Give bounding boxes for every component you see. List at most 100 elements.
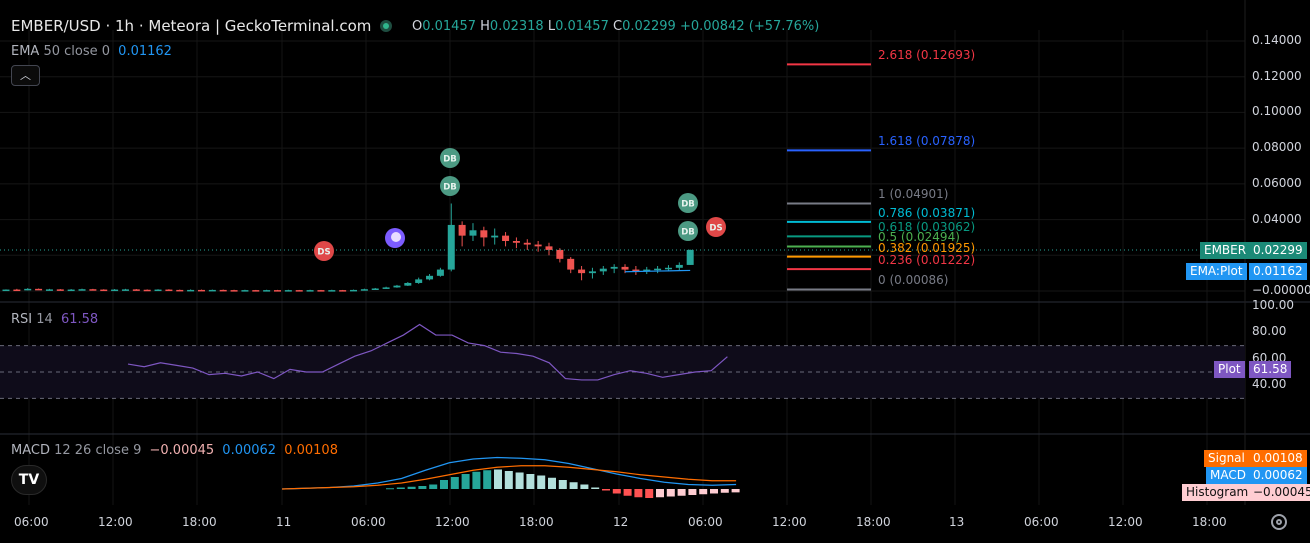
signal-tag-value: 0.00108 [1249,450,1307,467]
candle-body [197,289,205,292]
rsi-value: 61.58 [60,312,99,327]
macd-histogram-bar [731,489,740,493]
candle-body [686,249,694,265]
marker-label: DB [443,155,457,165]
macd-legend[interactable]: MACD 12 26 close 9 −0.00045 0.00062 0.00… [11,443,338,458]
macd-histogram-bar [720,489,729,493]
candle-body [111,289,119,292]
candle-body [284,290,292,292]
macd-tag-value: 0.00062 [1249,467,1307,484]
candle-body [610,266,618,269]
macd-label: MACD [11,443,50,458]
macd-histogram-bar [472,471,481,489]
candle-body [143,289,151,292]
candle-body [599,268,607,272]
macd-histogram-bar [504,471,513,489]
candle-body [176,289,184,292]
high-label: H [480,19,490,34]
tradingview-logo[interactable]: TV [11,465,47,495]
fib-level-label: 0.382 (0.01925) [878,240,976,255]
candle-body [165,289,173,292]
close-label: C [612,19,623,34]
candle-body [632,269,640,272]
macd-histogram-bar [440,480,448,489]
gear-icon[interactable] [1271,514,1287,530]
time-axis-label: 12:00 [435,515,470,529]
macd-histogram-bar [537,475,546,489]
fib-level-label: 0.618 (0.03062) [878,220,976,235]
rsi-axis-label: 80.00 [1252,324,1287,339]
macd-line [281,456,737,490]
candle-body [24,288,32,291]
candle-body [2,289,10,292]
candle-body [415,279,423,283]
macd-macd-value: 0.00062 [222,443,277,458]
candle-body [187,289,195,292]
low-label: L [547,19,556,34]
macd-histogram-bar [688,489,697,495]
candle-body [426,275,434,280]
signal-tag-name: Signal [1204,450,1249,467]
rsi-legend[interactable]: RSI 14 61.58 [11,312,98,327]
macd-histogram-bar [699,489,708,495]
candle-body [404,282,412,286]
candle-body [339,290,347,292]
marker-label: DB [681,228,695,238]
candle-body [154,289,162,292]
time-axis-label: 06:00 [688,515,723,529]
macd-histogram-bar [634,489,643,498]
market-status-icon [380,20,392,32]
signal-marker-buy: DB [678,221,698,241]
macd-histogram-bar [418,486,427,489]
candle-body [56,289,64,291]
macd-histogram-bar [612,489,621,494]
candle-body [469,230,477,236]
time-axis-label: 06:00 [14,515,49,529]
close-value: 0.02299 [622,19,676,34]
candle-body [306,290,314,292]
fib-level-label: 2.618 (0.12693) [878,48,976,63]
candle-body [491,235,499,238]
symbol-title[interactable]: EMBER/USD · 1h · Meteora | GeckoTerminal… [11,17,372,35]
high-value: 0.02318 [489,19,544,34]
candle-body [556,249,564,259]
candle-body [567,258,575,270]
macd-histogram-bar [602,489,610,491]
candle-body [219,289,227,292]
candle-body [480,230,488,238]
candle-body [132,289,140,291]
candle-body [350,289,358,292]
time-axis-label: 12:00 [1108,515,1143,529]
macd-histogram-bar [710,489,718,494]
marker-label: DS [317,248,330,258]
ema-params: 50 close 0 [43,44,111,59]
ema-legend[interactable]: EMA 50 close 0 0.01162 [11,44,172,59]
price-axis-label: 0.12000 [1252,68,1302,83]
marker-label: DB [443,183,457,193]
time-axis-label: 18:00 [519,515,554,529]
fib-level-label: 0.5 (0.02494) [878,230,960,245]
macd-histogram-bar [407,486,416,489]
macd-histogram-bar [450,477,459,489]
candle-body [274,290,281,292]
macd-histogram-bar [429,484,438,489]
rsi-label: RSI [11,312,33,327]
signal-marker-buy: DB [678,193,698,213]
signal-marker-sell: DS [706,217,726,237]
candle-body [458,224,466,236]
histogram-tag-value: −0.00045 [1249,484,1310,501]
macd-histogram-bar [656,489,664,498]
macd-histogram-bar [386,488,394,490]
macd-histogram-bar [494,469,502,489]
candle-body [393,285,401,288]
candle-body [100,289,108,292]
ema-label: EMA [11,44,40,59]
candle-body [371,288,379,290]
candle-body [360,289,368,291]
collapse-legend-button[interactable]: ︿ [11,65,40,86]
marker-circle [678,193,698,213]
candle-body [295,290,303,292]
candle-body [89,289,97,291]
